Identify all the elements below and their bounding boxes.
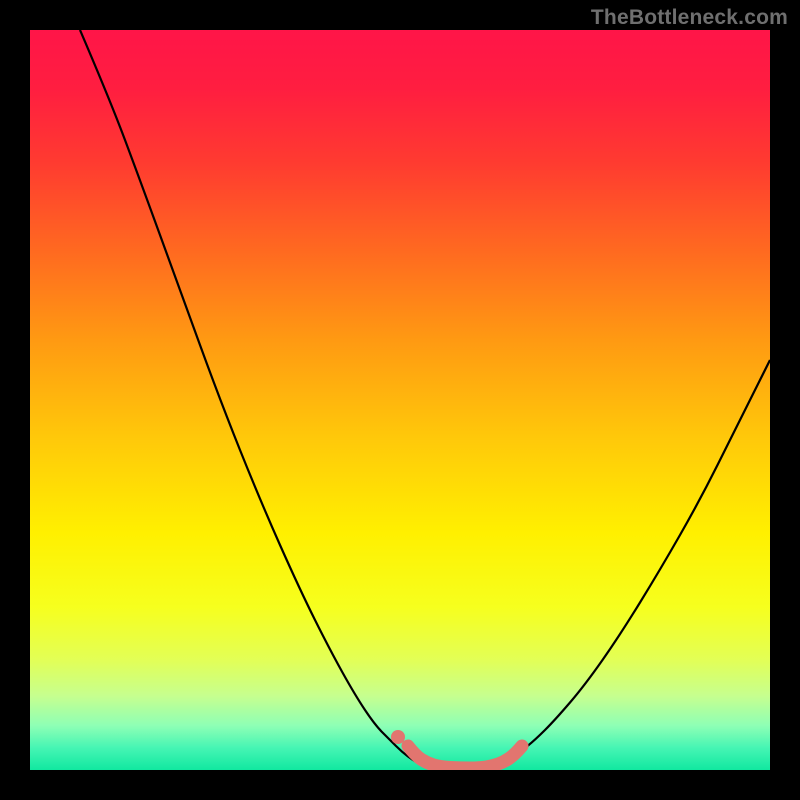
plot-area [30,30,770,770]
curve-layer [30,30,770,770]
accent-dot [391,730,405,744]
watermark-text: TheBottleneck.com [591,6,788,30]
accent-curve [408,746,522,768]
bottleneck-curve [80,30,770,766]
